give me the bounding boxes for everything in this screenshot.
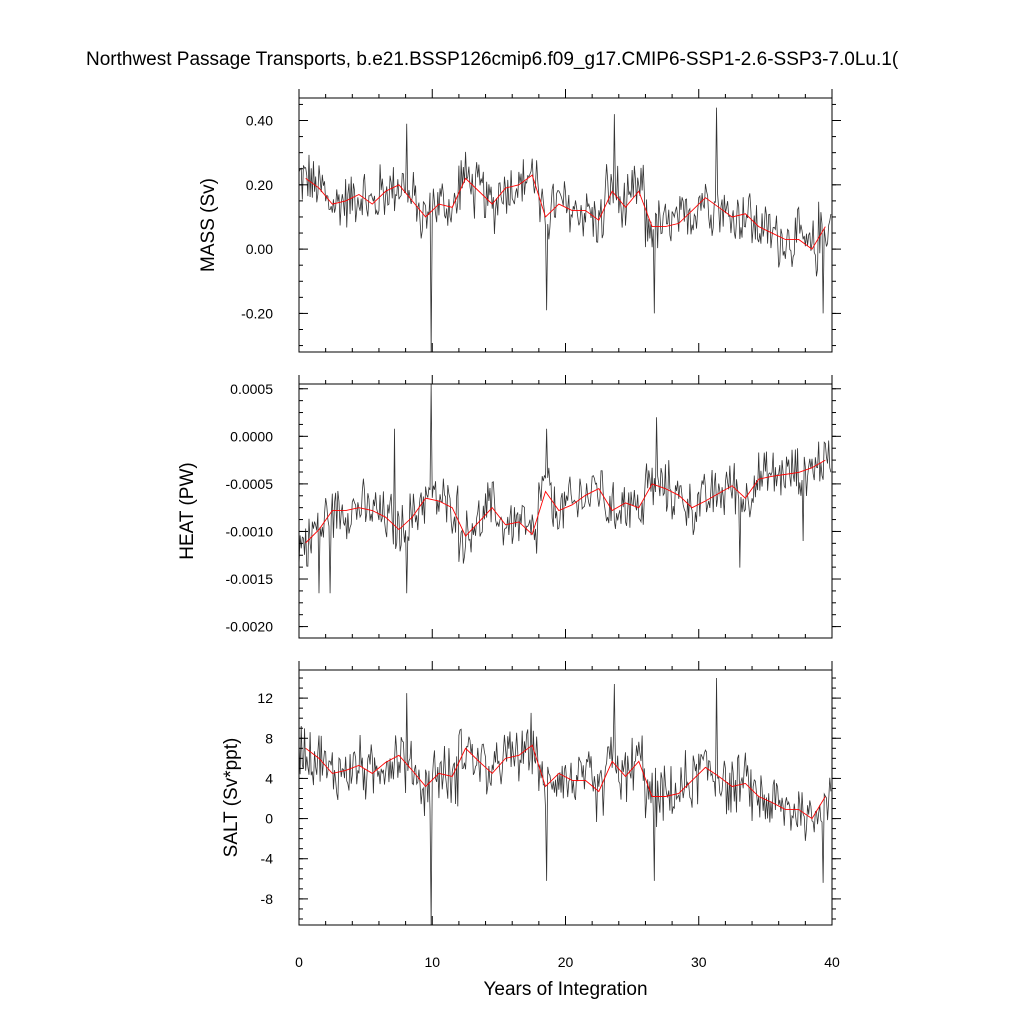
plot-frame [298, 669, 833, 926]
monthly-series-line [299, 384, 832, 594]
monthly-series-line [299, 678, 832, 925]
y-tick-label: 0.00 [246, 241, 273, 257]
chart-title: Northwest Passage Transports, b.e21.BSSP… [86, 49, 899, 70]
monthly-series-line [299, 107, 832, 352]
y-axis-label: HEAT (PW) [177, 462, 198, 559]
y-axis-label: MASS (Sv) [198, 178, 219, 272]
annual-mean-line [305, 744, 826, 820]
y-tick-label: 8 [265, 730, 273, 746]
annual-mean-line [305, 459, 826, 544]
panel-mass: 0.40 0.20 0.00 -0.20 MASS (Sv) [198, 89, 841, 353]
y-tick-label: -8 [261, 891, 274, 907]
x-tick-label: 0 [295, 954, 303, 970]
annual-mean-line [305, 174, 826, 250]
x-axis-label: Years of Integration [483, 979, 647, 1000]
y-tick-label: 0.0000 [230, 428, 273, 444]
y-tick-label: -0.20 [241, 305, 273, 321]
panel-heat: 0.0005 0.0000 -0.0005 -0.0010 -0.0015 -0.0020… [177, 375, 841, 639]
x-tick-label: 20 [558, 954, 574, 970]
plot-frame [298, 97, 833, 353]
y-axis-label: SALT (Sv*ppt) [221, 738, 242, 858]
x-tick-label: 30 [691, 954, 707, 970]
y-tick-label: 12 [257, 690, 273, 706]
y-tick-label: -0.0015 [226, 571, 274, 587]
y-tick-label: 4 [265, 770, 273, 786]
y-tick-label: 0.40 [246, 113, 273, 129]
y-tick-label: 0 [265, 811, 273, 827]
y-tick-label: -0.0020 [226, 619, 274, 635]
y-tick-label: -0.0005 [226, 476, 274, 492]
x-tick-label: 10 [424, 954, 440, 970]
x-tick-label: 40 [824, 954, 840, 970]
y-tick-label: -0.0010 [226, 523, 274, 539]
y-tick-label: -4 [261, 851, 274, 867]
y-tick-label: 0.20 [246, 177, 273, 193]
y-tick-label: 0.0005 [230, 381, 273, 397]
